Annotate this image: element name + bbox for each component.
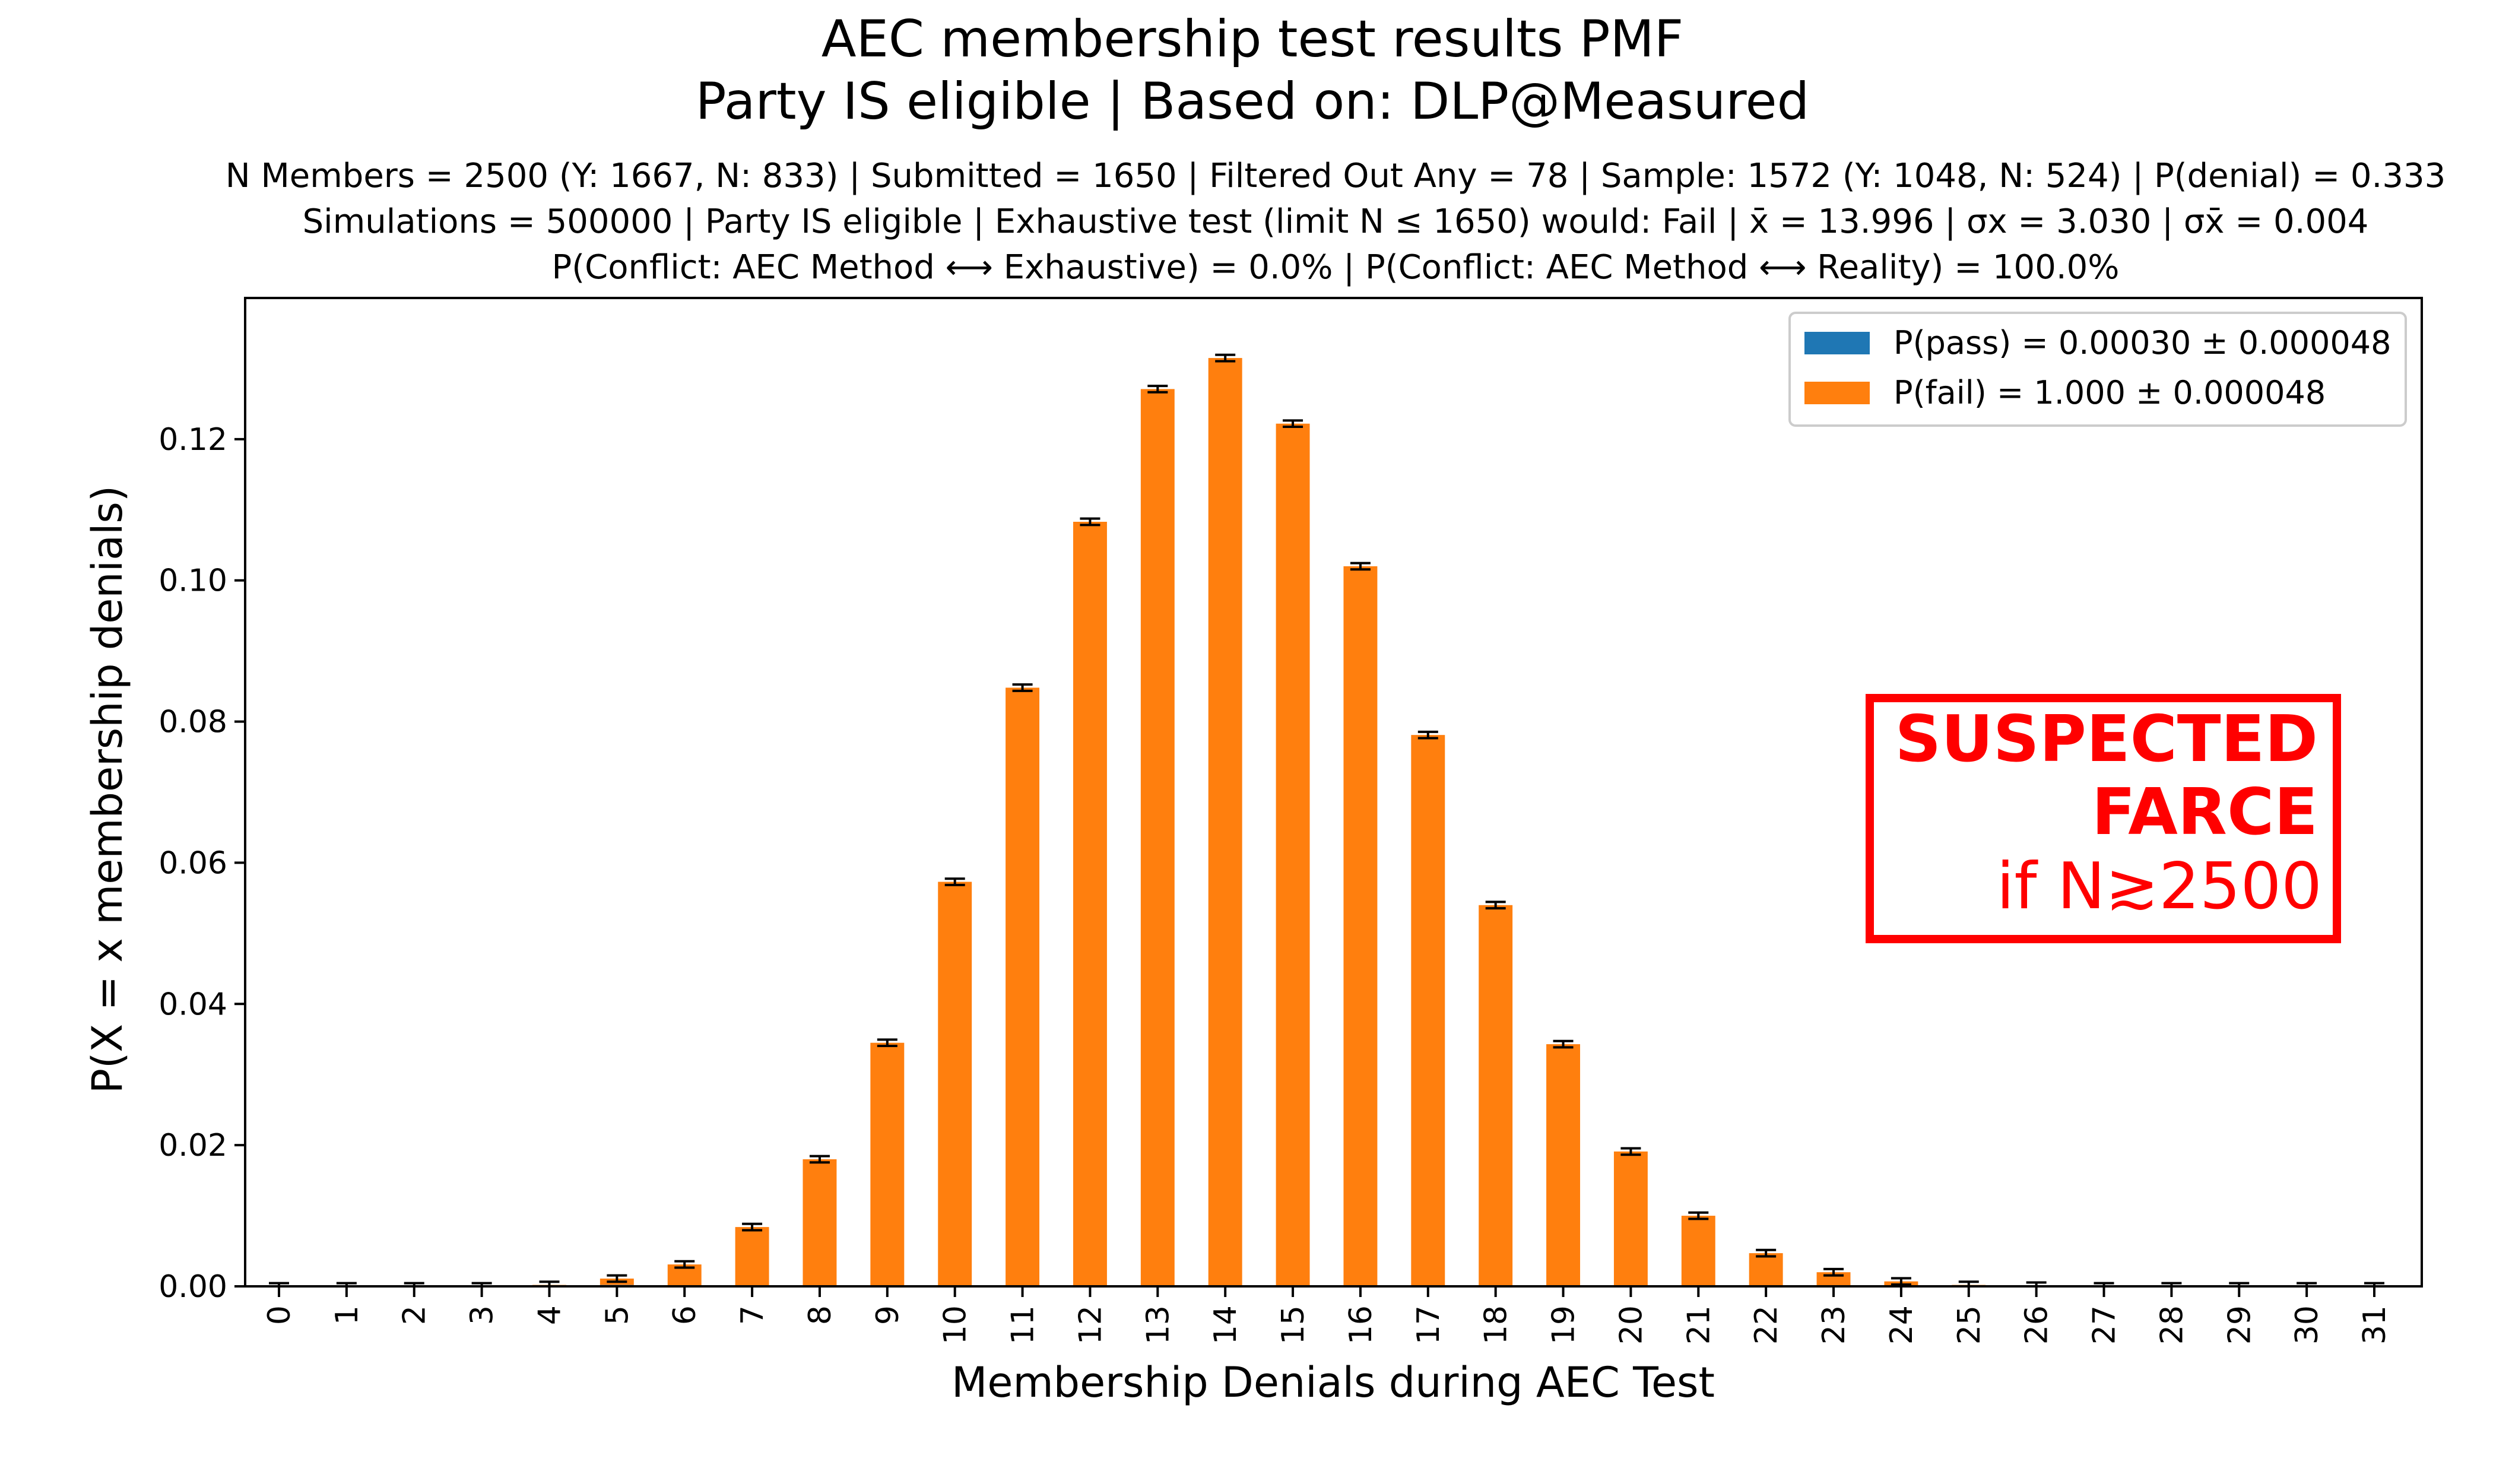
error-bar-5 [607, 1274, 627, 1283]
error-bar-16 [1350, 562, 1371, 571]
x-tick-label: 17 [1411, 1305, 1447, 1345]
error-bar-21 [1688, 1211, 1709, 1220]
x-tick-label: 3 [465, 1305, 500, 1325]
x-tick-label: 28 [2154, 1305, 2190, 1345]
x-tick-label: 22 [1749, 1305, 1784, 1345]
bar-fail-13 [1140, 389, 1175, 1286]
bars-group [532, 358, 2054, 1286]
x-tick-label: 14 [1208, 1305, 1244, 1345]
bar-fail-22 [1749, 1253, 1783, 1286]
x-tick-label: 13 [1140, 1305, 1176, 1345]
bar-fail-17 [1411, 735, 1445, 1286]
error-bar-18 [1485, 900, 1506, 910]
x-tick-label: 9 [870, 1305, 906, 1325]
chart-title-line-1: AEC membership test results PMF [822, 9, 1683, 69]
bar-fail-14 [1208, 358, 1242, 1286]
error-bar-22 [1756, 1248, 1777, 1258]
chart-subtitle-line-1: N Members = 2500 (Y: 1667, N: 833) | Sub… [226, 157, 2446, 195]
x-tick-label: 1 [329, 1305, 365, 1325]
x-tick-label: 5 [600, 1305, 635, 1325]
error-bar-12 [1080, 517, 1100, 527]
stamp-border [1866, 694, 2341, 943]
error-bar-24 [1891, 1277, 1911, 1286]
bar-fail-12 [1073, 522, 1107, 1286]
legend-label-fail: P(fail) = 1.000 ± 0.000048 [1893, 374, 2326, 411]
legend-label-pass: P(pass) = 0.00030 ± 0.000048 [1893, 324, 2391, 362]
plot-area [245, 298, 2422, 1286]
stamp-line-1: SUSPECTED [1895, 702, 2318, 776]
legend: P(pass) = 0.00030 ± 0.000048 P(fail) = 1… [1788, 312, 2407, 427]
x-tick-label: 0 [262, 1305, 297, 1325]
x-tick-label: 30 [2289, 1305, 2325, 1345]
error-bar-15 [1283, 419, 1303, 429]
x-tick-label: 18 [1479, 1305, 1514, 1345]
error-bar-14 [1215, 353, 1236, 363]
error-bar-17 [1417, 730, 1438, 740]
error-bar-8 [809, 1155, 830, 1164]
chart-subtitle-line-3: P(Conflict: AEC Method ⟷ Exhaustive) = 0… [552, 248, 2120, 287]
bar-fail-21 [1681, 1216, 1715, 1286]
y-tick-label: 0.06 [158, 845, 227, 881]
y-tick-label: 0.00 [158, 1269, 227, 1305]
x-tick-label: 16 [1343, 1305, 1379, 1345]
y-tick-label: 0.04 [158, 987, 227, 1022]
x-tick-label: 7 [735, 1305, 770, 1325]
y-tick-label: 0.08 [158, 705, 227, 740]
bar-fail-16 [1343, 566, 1378, 1286]
x-tick-label: 4 [532, 1305, 567, 1325]
x-tick-label: 15 [1276, 1305, 1311, 1345]
x-tick-label: 26 [2019, 1305, 2055, 1345]
stamp-line-2: FARCE [2092, 775, 2318, 849]
error-bar-9 [877, 1038, 897, 1048]
x-tick-label: 31 [2357, 1305, 2393, 1345]
x-tick-label: 24 [1884, 1305, 1920, 1345]
y-tick-label: 0.12 [158, 422, 227, 458]
bar-fail-18 [1479, 905, 1513, 1286]
x-tick-label: 21 [1681, 1305, 1717, 1345]
bar-fail-10 [938, 881, 972, 1286]
stamp-line-3: if N≳2500 [1997, 849, 2323, 924]
x-tick-label: 8 [803, 1305, 838, 1325]
x-tick-label: 20 [1613, 1305, 1649, 1345]
error-bar-20 [1620, 1147, 1641, 1156]
x-tick-label: 29 [2222, 1305, 2257, 1345]
bar-fail-19 [1546, 1044, 1581, 1286]
error-bar-6 [674, 1260, 695, 1269]
y-axis-label: P(X = x membership denials) [83, 486, 132, 1093]
y-tick-label: 0.02 [158, 1128, 227, 1163]
legend-swatch-fail [1804, 382, 1870, 404]
chart-title-line-2: Party IS eligible | Based on: DLP@Measur… [696, 72, 1809, 131]
x-tick-label: 2 [397, 1305, 433, 1325]
bar-fail-11 [1006, 687, 1040, 1286]
legend-swatch-pass [1804, 332, 1870, 354]
x-tick-label: 23 [1816, 1305, 1852, 1345]
x-tick-label: 6 [667, 1305, 703, 1325]
x-tick-label: 10 [938, 1305, 973, 1345]
error-bar-10 [944, 877, 965, 886]
bar-fail-20 [1613, 1151, 1648, 1286]
x-tick-label: 12 [1073, 1305, 1108, 1345]
x-axis-label: Membership Denials during AEC Test [951, 1358, 1715, 1407]
x-tick-label: 27 [2087, 1305, 2123, 1345]
bar-fail-7 [735, 1227, 769, 1286]
x-tick-label: 11 [1006, 1305, 1041, 1345]
bar-fail-15 [1276, 423, 1310, 1286]
legend-box [1788, 312, 2407, 427]
error-bar-7 [742, 1222, 763, 1232]
error-bar-19 [1553, 1039, 1574, 1049]
x-tick-label: 25 [1952, 1305, 1987, 1345]
y-tick-label: 0.10 [158, 563, 227, 599]
x-tick-label: 19 [1546, 1305, 1582, 1345]
bar-fail-9 [870, 1042, 905, 1286]
error-bar-23 [1823, 1267, 1844, 1277]
chart-subtitle-line-2: Simulations = 500000 | Party IS eligible… [303, 202, 2369, 241]
error-bar-13 [1147, 385, 1168, 394]
bar-fail-8 [803, 1159, 837, 1286]
x-axis-ticks: 0 1 2 3 4 5 6 7 8 9 10 11 12 13 14 15 16 17 18 19 20 21 22 23 24… [262, 1286, 2393, 1345]
suspected-farce-stamp: SUSPECTED FARCE if N≳2500 [1866, 694, 2341, 943]
y-axis-ticks: 0.00 0.02 0.04 0.06 0.08 0.10 0.12 [158, 422, 245, 1305]
error-bar-11 [1012, 683, 1033, 692]
plot-frame [244, 297, 2423, 1288]
